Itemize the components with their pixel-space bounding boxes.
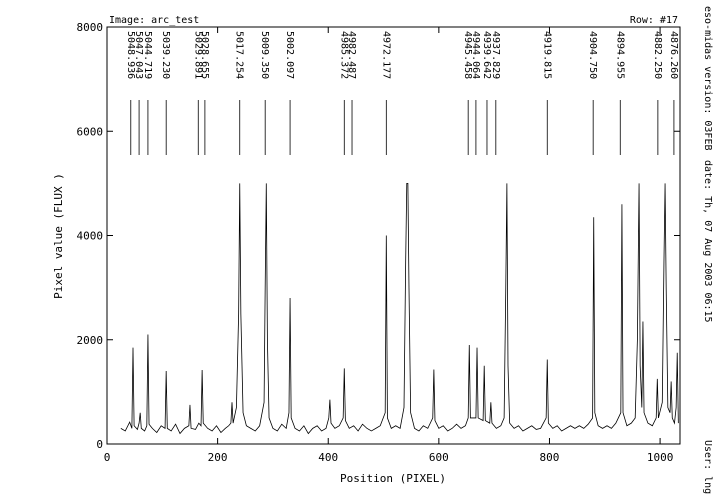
line-label: 5044.719: [142, 31, 153, 79]
line-label: 4945.458: [462, 31, 473, 79]
x-tick-label: 800: [540, 451, 560, 464]
side-version: eso-midas version: 03FEB: [702, 6, 713, 151]
line-label: 5028.655: [199, 31, 210, 79]
line-label: 5029.891: [192, 31, 203, 79]
line-label: 4937.829: [490, 31, 501, 79]
line-label: 4939.642: [481, 31, 492, 79]
line-label: 5048.936: [125, 31, 136, 79]
y-tick-label: 0: [96, 438, 103, 451]
line-label: 5009.350: [259, 31, 270, 79]
x-tick-label: 200: [208, 451, 228, 464]
header-right: Row: #17: [630, 15, 678, 26]
line-label: 4985.372: [338, 31, 349, 79]
line-label: 4882.250: [652, 31, 663, 79]
spectrum-line: [120, 182, 679, 435]
line-label: 4919.815: [541, 31, 552, 79]
side-date: date: Th, 07 Aug 2003 06:15: [702, 160, 713, 323]
x-tick-label: 1000: [647, 451, 674, 464]
line-label: 5002.097: [284, 31, 295, 79]
line-label: 5039.230: [160, 31, 171, 79]
y-axis-label: Pixel value (FLUX ): [52, 173, 65, 299]
line-label: 5047.043: [133, 31, 144, 79]
line-label: 4876.260: [668, 31, 679, 79]
line-label: 4982.487: [346, 31, 357, 79]
line-label: 4904.750: [587, 31, 598, 79]
header-left: Image: arc_test: [109, 15, 199, 26]
line-label: 4944.064: [470, 31, 481, 79]
x-tick-label: 400: [318, 451, 338, 464]
y-tick-label: 6000: [77, 125, 104, 138]
line-label: 4972.177: [380, 31, 391, 79]
line-label: 4894.955: [614, 31, 625, 79]
y-tick-label: 4000: [77, 230, 104, 243]
y-tick-label: 2000: [77, 334, 104, 347]
line-label: 5017.254: [234, 31, 245, 79]
side-user: User: lng: [702, 440, 713, 494]
x-tick-label: 0: [104, 451, 111, 464]
x-tick-label: 600: [429, 451, 449, 464]
y-tick-label: 8000: [77, 21, 104, 34]
x-axis-label: Position (PIXEL): [340, 472, 446, 485]
